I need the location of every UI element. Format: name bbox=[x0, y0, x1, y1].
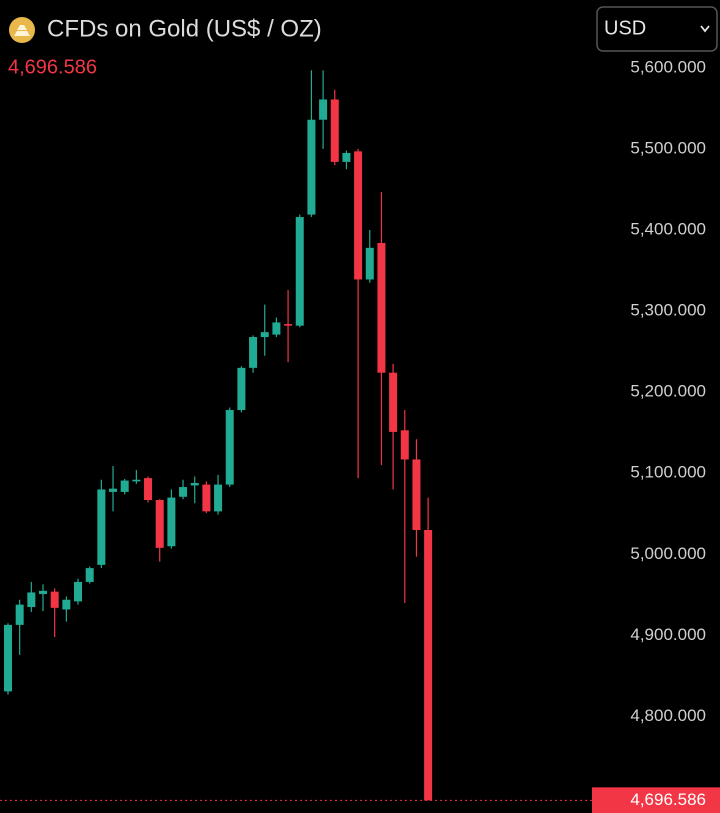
icon-bars bbox=[14, 25, 30, 36]
candle-body bbox=[109, 488, 118, 492]
y-tick-label: 5,000.000 bbox=[630, 544, 706, 563]
candle-body bbox=[389, 372, 398, 432]
candle-body bbox=[39, 590, 48, 595]
y-tick-label: 5,500.000 bbox=[630, 138, 706, 157]
candle-body bbox=[260, 332, 269, 338]
candle-body bbox=[284, 324, 293, 326]
candle-body bbox=[155, 500, 164, 548]
y-tick-label: 5,300.000 bbox=[630, 301, 706, 320]
candle-body bbox=[15, 604, 24, 625]
candle-body bbox=[179, 487, 188, 497]
candle-body bbox=[214, 484, 223, 512]
candle-body bbox=[74, 581, 83, 602]
y-tick-label: 4,900.000 bbox=[630, 625, 706, 644]
candle-body bbox=[400, 430, 409, 460]
candle-body bbox=[272, 322, 281, 335]
currency-chevron[interactable] bbox=[700, 25, 710, 33]
candle-body bbox=[190, 482, 199, 486]
last-price-label: 4,696.586 bbox=[630, 790, 706, 809]
y-tick-label: 5,600.000 bbox=[630, 57, 706, 76]
currency-select-text[interactable]: USD bbox=[604, 17, 646, 39]
candle-body bbox=[144, 478, 153, 501]
candle-body bbox=[342, 152, 351, 162]
candle-body bbox=[85, 568, 94, 582]
candle-body bbox=[295, 217, 304, 326]
candle-body bbox=[225, 410, 234, 485]
candle-body bbox=[50, 591, 59, 608]
header-price: 4,696.586 bbox=[8, 56, 97, 78]
candle-body bbox=[62, 599, 71, 610]
candle-body bbox=[202, 484, 211, 512]
candle-body bbox=[132, 479, 141, 482]
candle-body bbox=[249, 337, 258, 368]
candle-body bbox=[412, 459, 421, 531]
candle-body bbox=[354, 151, 363, 280]
candle-body bbox=[319, 99, 328, 120]
candle-body bbox=[377, 242, 386, 373]
candle-body bbox=[97, 489, 106, 565]
currency-select[interactable]: USD bbox=[596, 6, 718, 52]
gold-icon bbox=[9, 17, 35, 43]
candle-body bbox=[120, 480, 129, 492]
y-tick-label: 5,200.000 bbox=[630, 382, 706, 401]
candle-body bbox=[4, 624, 12, 692]
y-tick-label: 5,100.000 bbox=[630, 463, 706, 482]
candle-body bbox=[27, 592, 36, 608]
candle-body bbox=[167, 497, 176, 547]
last-price-box bbox=[592, 787, 720, 813]
chart-title: CFDs on Gold (US$ / OZ) bbox=[47, 15, 322, 42]
currency-select-box[interactable] bbox=[596, 6, 718, 52]
y-tick-label: 5,400.000 bbox=[630, 219, 706, 238]
candle-body bbox=[365, 247, 374, 280]
y-tick-label: 4,800.000 bbox=[630, 706, 706, 725]
candle-body bbox=[237, 367, 246, 411]
candle-body bbox=[424, 530, 433, 801]
candle-body bbox=[307, 119, 316, 215]
candle-body bbox=[330, 99, 339, 162]
